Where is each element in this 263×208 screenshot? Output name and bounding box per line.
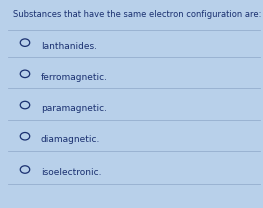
Text: lanthanides.: lanthanides. — [41, 42, 97, 51]
Text: diamagnetic.: diamagnetic. — [41, 135, 100, 144]
Text: paramagnetic.: paramagnetic. — [41, 104, 107, 113]
Text: ferromagnetic.: ferromagnetic. — [41, 73, 108, 82]
Text: isoelectronic.: isoelectronic. — [41, 168, 101, 177]
Text: Substances that have the same electron configuration are:: Substances that have the same electron c… — [13, 10, 261, 19]
